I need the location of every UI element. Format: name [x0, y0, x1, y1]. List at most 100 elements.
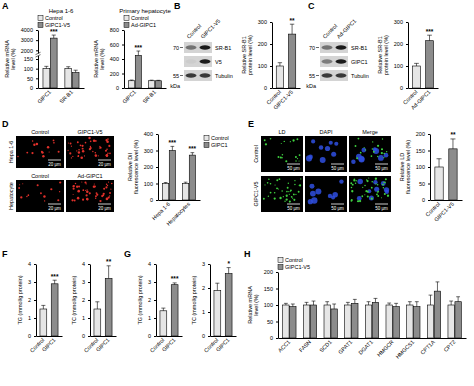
y-tick-mark [154, 318, 156, 319]
dye-spot [76, 150, 77, 151]
lipid-droplet [286, 191, 288, 193]
y-axis-title-line: Relative LD [399, 153, 405, 181]
y-tick: 3000 [21, 37, 38, 43]
y-tick: 50 [267, 319, 278, 325]
bar [43, 69, 50, 88]
y-tick-label: 50 [419, 181, 425, 187]
y-tick-label: 300 [394, 19, 403, 25]
error-bar [161, 308, 165, 311]
x-tick-label: CPT2 [443, 339, 457, 353]
y-tick-label: 200 [264, 269, 273, 275]
lipid-droplet [289, 194, 290, 195]
lipid-droplet [281, 143, 282, 144]
x-axis-line [125, 88, 167, 89]
error-bar [449, 301, 453, 305]
y-tick: 150 [264, 286, 278, 292]
y-axis-title: Relative mRNAlevel (%) [93, 40, 106, 78]
dye-spot [40, 192, 42, 194]
y-tick-mark [428, 134, 430, 135]
y-tick-mark [208, 336, 210, 337]
lipid-droplet [350, 182, 352, 184]
y-tick: 200 [258, 41, 272, 47]
bar [426, 41, 434, 88]
nucleus [331, 152, 336, 157]
y-axis-title-line: level (%) [99, 48, 105, 70]
y-axis-title-line: Relative mRNA [93, 40, 99, 78]
error-bar [74, 70, 78, 72]
dye-spot [106, 148, 108, 150]
y-tick: 100 [416, 164, 430, 170]
nucleus [308, 155, 313, 160]
y-tick: 100 [258, 63, 272, 69]
y-tick: 3 [28, 279, 36, 285]
bar [283, 305, 289, 338]
dye-spot [17, 156, 18, 157]
bar [72, 73, 79, 88]
y-tick-label: 3 [28, 279, 31, 285]
y-axis-title-line: Relative SR-B1 [241, 36, 247, 74]
bar [414, 307, 420, 338]
error-bar [394, 303, 398, 306]
micrograph [16, 136, 64, 168]
y-tick: 0 [28, 333, 36, 339]
blot-band [322, 59, 333, 63]
column-label: Ad-GIPC1 [77, 173, 102, 179]
dye-spot [44, 200, 45, 201]
lipid-droplet [295, 156, 297, 158]
blot-band [186, 73, 197, 77]
y-tick-label: 600 [110, 42, 119, 48]
row-label: Hepa 1-6 [8, 141, 14, 164]
dye-spot [77, 190, 80, 193]
y-tick-label: 0 [148, 333, 151, 339]
lipid-droplet [293, 193, 295, 195]
lipid-droplet [267, 182, 269, 184]
y-tick-label: 200 [110, 71, 119, 77]
y-tick: 200 [110, 71, 124, 77]
y-axis-title: TC (mmol/g protein) [191, 275, 197, 324]
y-tick-label: 0 [422, 197, 425, 203]
y-tick-mark [88, 336, 90, 337]
y-tick-label: 800 [110, 27, 119, 33]
lipid-droplet [377, 191, 379, 193]
y-axis: 0100200300 [394, 19, 409, 91]
dye-spot [90, 146, 91, 147]
micrograph [349, 136, 391, 172]
dye-spot [80, 156, 83, 159]
scale-bar [331, 204, 344, 205]
error-bar [291, 304, 295, 307]
x-tick-label: GIPC1 [36, 89, 52, 105]
x-tick-label: GIPC1-V5 [272, 89, 294, 111]
lipid-droplet [288, 183, 289, 184]
y-tick: 0 [82, 333, 90, 339]
axis-break-mark [36, 55, 41, 57]
y-tick-label: 200 [258, 41, 267, 47]
y-tick-label: 100 [144, 181, 153, 187]
y-tick: 300 [394, 19, 408, 25]
y-axis-title: Relative SR-B1protein level (%) [241, 35, 254, 75]
lipid-droplet [282, 154, 284, 156]
x-tick-label: GPAT1 [337, 339, 353, 355]
nucleus [351, 160, 355, 164]
nucleus [329, 141, 333, 145]
scale-bar [287, 164, 300, 165]
error-bar [95, 302, 99, 309]
x-tick: GIPC1-V5 [272, 89, 294, 111]
dye-spot [77, 155, 79, 157]
lipid-droplet [381, 197, 382, 198]
dye-spot [99, 146, 100, 147]
nucleus [334, 142, 338, 146]
y-tick: 1 [82, 315, 90, 321]
y-tick-label: 50 [267, 319, 273, 325]
dye-spot [106, 140, 109, 143]
lipid-droplet [299, 184, 301, 186]
bar [427, 305, 433, 338]
scale-bar-label: 20 μm [48, 206, 61, 211]
y-axis-line [38, 31, 39, 89]
significance: ** [450, 131, 456, 138]
legend-swatch [204, 136, 209, 141]
nucleus [357, 196, 362, 201]
dye-spot [28, 194, 30, 196]
blot-band [336, 45, 347, 49]
dye-spot [82, 148, 84, 150]
lipid-droplet [291, 196, 293, 198]
